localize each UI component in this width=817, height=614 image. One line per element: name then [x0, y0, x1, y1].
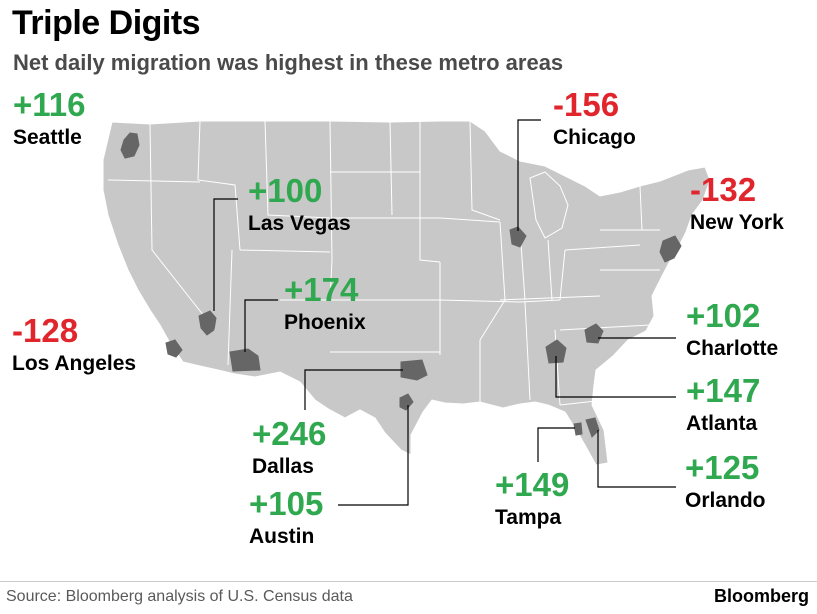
- value-orlando: +125: [685, 449, 760, 486]
- metro-shape-chicago: [509, 226, 527, 248]
- footer-divider: [0, 581, 817, 582]
- label-phoenix: +174 Phoenix: [284, 273, 366, 333]
- label-orlando: +125 Orlando: [685, 451, 766, 511]
- value-charlotte: +102: [686, 297, 761, 334]
- leader-line-austin: [338, 405, 409, 506]
- city-phoenix: Phoenix: [284, 311, 366, 334]
- chart-subtitle: Net daily migration was highest in these…: [13, 50, 564, 75]
- label-tampa: +149 Tampa: [495, 468, 569, 528]
- city-orlando: Orlando: [685, 489, 766, 512]
- city-seattle: Seattle: [13, 126, 82, 149]
- metro-shape-atlanta: [545, 339, 567, 364]
- value-dallas: +246: [252, 415, 327, 452]
- metro-shape-austin: [399, 393, 414, 411]
- city-atlanta: Atlanta: [686, 412, 758, 435]
- state-borders: [107, 120, 660, 406]
- leader-lines: [213, 119, 676, 506]
- leader-line-chicago: [517, 119, 541, 231]
- metro-shape-los-angeles: [165, 339, 183, 358]
- source-note: Source: Bloomberg analysis of U.S. Censu…: [6, 588, 353, 605]
- metro-shape-new-york: [659, 235, 682, 263]
- city-las-vegas: Las Vegas: [248, 212, 351, 235]
- label-new-york: -132 New York: [690, 173, 784, 233]
- value-las-vegas: +100: [248, 172, 323, 209]
- brand-logo: Bloomberg: [713, 586, 809, 606]
- leader-line-dallas: [304, 369, 403, 410]
- label-las-vegas: +100 Las Vegas: [248, 174, 351, 234]
- value-atlanta: +147: [686, 372, 761, 409]
- chart-title: Triple Digits: [12, 4, 201, 42]
- value-seattle: +116: [13, 86, 86, 123]
- city-charlotte: Charlotte: [686, 337, 779, 360]
- label-charlotte: +102 Charlotte: [686, 299, 778, 359]
- value-new-york: -132: [690, 171, 757, 208]
- city-chicago: Chicago: [553, 126, 636, 149]
- city-austin: Austin: [249, 525, 315, 548]
- metro-shapes: [120, 132, 682, 438]
- city-dallas: Dallas: [252, 455, 314, 478]
- label-seattle: +116 Seattle: [13, 88, 86, 148]
- leader-line-tampa: [537, 427, 575, 462]
- michigan: [529, 171, 569, 239]
- label-chicago: -156 Chicago: [553, 88, 636, 148]
- label-austin: +105 Austin: [249, 487, 323, 547]
- leader-line-phoenix: [244, 299, 278, 352]
- leader-line-orlando: [597, 430, 676, 488]
- metro-shape-las-vegas: [198, 310, 217, 336]
- label-atlanta: +147 Atlanta: [686, 374, 760, 434]
- metro-shape-tampa: [573, 422, 583, 436]
- label-los-angeles: -128 Los Angeles: [12, 314, 136, 374]
- value-chicago: -156: [553, 86, 620, 123]
- value-austin: +105: [249, 485, 324, 522]
- leader-line-las-vegas: [213, 198, 238, 311]
- city-new-york: New York: [690, 211, 784, 234]
- label-dallas: +246 Dallas: [252, 417, 326, 477]
- us-landmass: [102, 120, 711, 466]
- metro-shape-orlando: [585, 417, 600, 438]
- value-los-angeles: -128: [12, 312, 79, 349]
- city-tampa: Tampa: [495, 506, 562, 529]
- city-los-angeles: Los Angeles: [12, 352, 137, 375]
- metro-shape-seattle: [120, 132, 140, 159]
- value-phoenix: +174: [284, 271, 359, 308]
- leader-line-atlanta: [555, 356, 676, 398]
- value-tampa: +149: [495, 466, 570, 503]
- metro-shape-dallas: [400, 359, 428, 381]
